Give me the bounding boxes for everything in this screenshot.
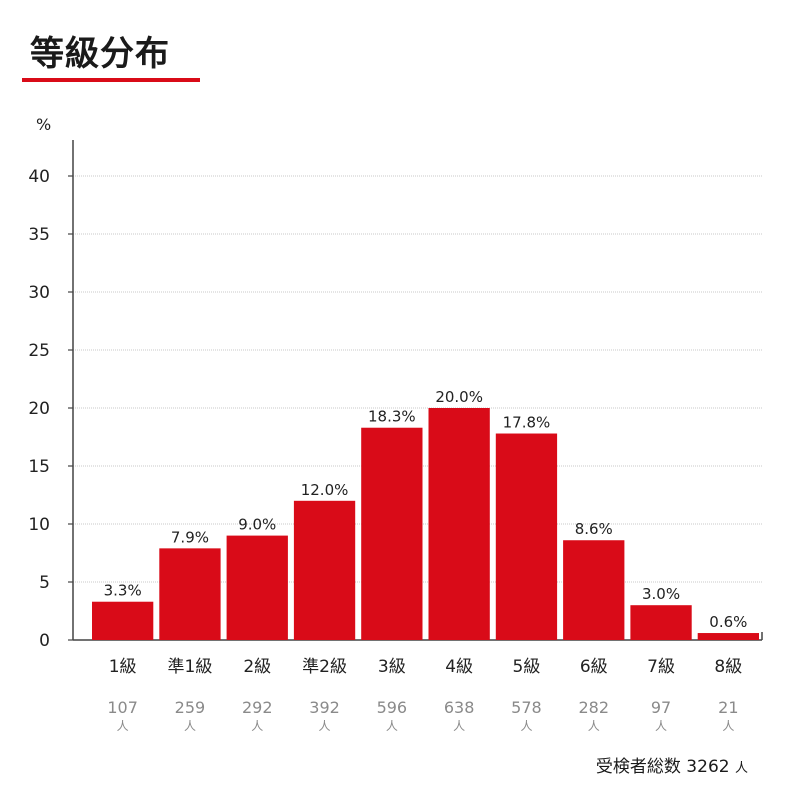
y-tick-label: 40 xyxy=(28,167,50,187)
bar-value-label: 18.3% xyxy=(368,408,416,426)
bar-value-label: 3.0% xyxy=(642,585,680,603)
examinee-count-unit: 人 xyxy=(520,719,532,733)
title-underline xyxy=(22,78,200,82)
examinee-count: 638 xyxy=(444,698,475,717)
examinee-count: 392 xyxy=(309,698,340,717)
examinee-count-unit: 人 xyxy=(722,719,734,733)
bar-value-label: 9.0% xyxy=(238,516,276,534)
examinee-count: 578 xyxy=(511,698,542,717)
examinee-count-unit: 人 xyxy=(251,719,263,733)
bar xyxy=(495,433,558,640)
bar xyxy=(226,535,288,640)
bar xyxy=(697,633,759,640)
bar-value-label: 20.0% xyxy=(435,388,483,406)
x-tick-label: 準2級 xyxy=(302,657,347,677)
bar xyxy=(293,500,356,640)
y-tick-label: 25 xyxy=(28,341,50,361)
examinee-count: 97 xyxy=(651,698,671,717)
y-tick-label: 15 xyxy=(28,457,50,477)
x-tick-label: 8級 xyxy=(714,657,742,677)
y-tick-label: 5 xyxy=(39,573,50,593)
y-tick-label: 10 xyxy=(28,515,50,535)
examinee-count-unit: 人 xyxy=(319,719,331,733)
bar xyxy=(630,605,692,640)
examinee-count: 292 xyxy=(242,698,273,717)
examinee-count: 282 xyxy=(578,698,609,717)
x-tick-label: 1級 xyxy=(109,657,137,677)
bar-value-label: 12.0% xyxy=(301,481,349,499)
x-tick-label: 2級 xyxy=(243,657,271,677)
examinee-count-unit: 人 xyxy=(184,719,196,733)
bar xyxy=(563,540,625,640)
examinee-count-unit: 人 xyxy=(117,719,129,733)
total-examinees-unit: 人 xyxy=(734,761,748,776)
x-tick-label: 4級 xyxy=(445,657,473,677)
bar-value-label: 3.3% xyxy=(104,582,142,600)
examinee-count-unit: 人 xyxy=(655,719,667,733)
bar-value-label: 0.6% xyxy=(709,613,747,631)
x-tick-label: 準1級 xyxy=(168,657,213,677)
examinee-count: 107 xyxy=(107,698,138,717)
x-tick-label: 5級 xyxy=(513,657,541,677)
examinee-count-unit: 人 xyxy=(588,719,600,733)
bar-value-label: 8.6% xyxy=(575,520,613,538)
total-examinees: 受検者総数 3262 人 xyxy=(596,752,748,777)
y-tick-label: 20 xyxy=(28,399,50,419)
examinee-count: 596 xyxy=(377,698,408,717)
examinee-count-unit: 人 xyxy=(453,719,465,733)
bar xyxy=(361,427,423,640)
y-tick-label: 35 xyxy=(28,225,50,245)
bar xyxy=(92,601,154,640)
x-tick-label: 3級 xyxy=(378,657,406,677)
bar-value-label: 17.8% xyxy=(503,414,551,432)
total-examinees-label: 受検者総数 3262 xyxy=(595,757,730,777)
x-tick-label: 7級 xyxy=(647,657,675,677)
y-tick-label: 30 xyxy=(28,283,50,303)
y-tick-label: 0 xyxy=(39,631,50,651)
page-title: 等級分布 xyxy=(30,34,170,74)
examinee-count: 259 xyxy=(175,698,206,717)
bar-value-label: 7.9% xyxy=(171,528,209,546)
bar xyxy=(159,548,221,640)
examinee-count: 21 xyxy=(718,698,738,717)
y-axis-unit-label: % xyxy=(36,115,51,134)
examinee-count-unit: 人 xyxy=(386,719,398,733)
bar xyxy=(428,408,490,640)
x-tick-label: 6級 xyxy=(580,657,608,677)
